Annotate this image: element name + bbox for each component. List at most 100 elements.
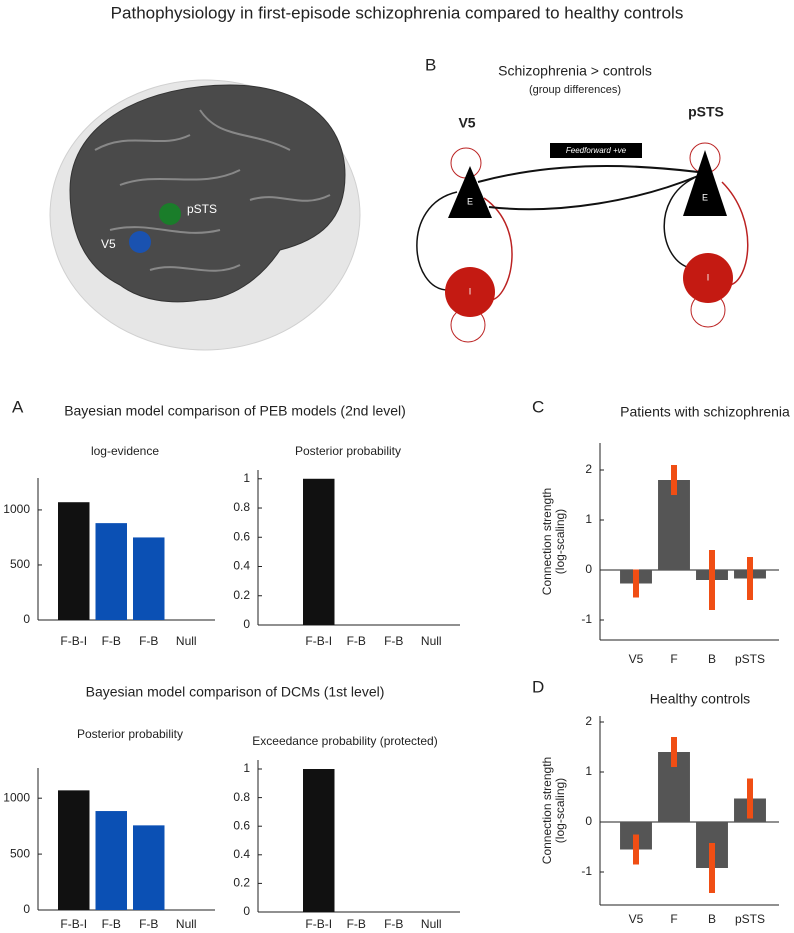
y-axis-label: (log-scaling) bbox=[553, 778, 567, 843]
panel-label: D bbox=[532, 677, 544, 696]
x-tick-label: B bbox=[708, 912, 716, 926]
y-tick-label: 0.6 bbox=[233, 818, 250, 832]
x-tick-label: V5 bbox=[629, 912, 644, 926]
excitatory-node bbox=[683, 150, 727, 216]
x-tick-label: F-B bbox=[384, 917, 403, 931]
x-tick-label: Null bbox=[421, 917, 442, 931]
x-tick-label: F-B bbox=[347, 917, 366, 931]
bar bbox=[133, 537, 165, 620]
x-tick-label: B bbox=[708, 652, 716, 666]
node-label: I bbox=[469, 286, 472, 296]
bar bbox=[58, 790, 90, 910]
section-title: Bayesian model comparison of DCMs (1st l… bbox=[86, 684, 385, 700]
y-tick-label: 0.8 bbox=[233, 790, 250, 804]
chart-title: Patients with schizophrenia bbox=[620, 404, 790, 420]
node-label: E bbox=[467, 196, 473, 206]
y-tick-label: 0.8 bbox=[233, 500, 250, 514]
node-label: I bbox=[707, 272, 710, 282]
y-tick-label: 0 bbox=[585, 562, 592, 576]
x-tick-label: F-B-I bbox=[305, 917, 332, 931]
connection bbox=[416, 191, 458, 291]
inhibitory-node bbox=[445, 267, 495, 317]
connection-label: Feedforward +ve bbox=[566, 146, 627, 155]
panel-label: B bbox=[425, 55, 436, 74]
y-tick-label: 1 bbox=[243, 471, 250, 485]
region-dot bbox=[129, 231, 151, 253]
region-label: V5 bbox=[101, 237, 116, 251]
bar bbox=[133, 825, 165, 910]
y-tick-label: 2 bbox=[585, 462, 592, 476]
node-region: pSTS bbox=[688, 104, 724, 120]
region-dot bbox=[159, 203, 181, 225]
x-tick-label: pSTS bbox=[735, 912, 765, 926]
y-tick-label: 0 bbox=[23, 612, 30, 626]
y-tick-label: 1000 bbox=[3, 790, 30, 804]
y-tick-label: -1 bbox=[581, 864, 592, 878]
inhibitory-node bbox=[683, 253, 733, 303]
connection bbox=[483, 197, 513, 301]
x-tick-label: F bbox=[670, 652, 677, 666]
x-tick-label: V5 bbox=[629, 652, 644, 666]
y-axis-label: Connection strength bbox=[540, 488, 554, 595]
bar bbox=[303, 478, 335, 625]
node-region: V5 bbox=[458, 115, 475, 131]
y-tick-label: 500 bbox=[10, 846, 30, 860]
x-tick-label: F-B bbox=[102, 634, 121, 648]
y-axis-label: (log-scaling) bbox=[553, 509, 567, 574]
chart-title: Exceedance probability (protected) bbox=[252, 734, 437, 748]
connection bbox=[663, 177, 695, 269]
bar bbox=[95, 523, 127, 620]
panel-label: A bbox=[12, 397, 24, 416]
x-tick-label: F-B bbox=[139, 634, 158, 648]
connection bbox=[488, 175, 699, 211]
x-tick-label: Null bbox=[176, 634, 197, 648]
y-tick-label: 1 bbox=[585, 512, 592, 526]
y-tick-label: 1 bbox=[243, 761, 250, 775]
self-loop bbox=[450, 147, 482, 179]
y-axis-label: Connection strength bbox=[540, 757, 554, 864]
y-tick-label: 0.2 bbox=[233, 876, 250, 890]
bar bbox=[58, 502, 90, 620]
y-tick-label: 1000 bbox=[3, 502, 30, 516]
chart-title: log-evidence bbox=[91, 444, 159, 458]
diagram-subtitle: (group differences) bbox=[529, 84, 621, 96]
chart-title: Posterior probability bbox=[295, 444, 401, 458]
node-label: E bbox=[702, 192, 708, 202]
x-tick-label: pSTS bbox=[735, 652, 765, 666]
chart-title: Healthy controls bbox=[650, 691, 750, 707]
y-tick-label: 0 bbox=[243, 904, 250, 918]
y-tick-label: 0.4 bbox=[233, 559, 250, 573]
y-tick-label: 2 bbox=[585, 714, 592, 728]
panel-label: C bbox=[532, 397, 544, 416]
figure-title: Pathophysiology in first-episode schizop… bbox=[111, 3, 684, 22]
connection bbox=[477, 165, 699, 183]
x-tick-label: Null bbox=[421, 634, 442, 648]
x-tick-label: F-B bbox=[384, 634, 403, 648]
bar bbox=[95, 811, 127, 910]
diagram: Schizophrenia > controls (group differen… bbox=[416, 63, 749, 343]
y-tick-label: -1 bbox=[581, 612, 592, 626]
brain: V5 pSTS bbox=[49, 79, 361, 351]
x-tick-label: F-B-I bbox=[305, 634, 332, 648]
x-tick-label: F-B bbox=[139, 917, 158, 931]
y-tick-label: 0 bbox=[23, 902, 30, 916]
y-tick-label: 0 bbox=[585, 814, 592, 828]
excitatory-node bbox=[448, 166, 492, 218]
y-tick-label: 0.2 bbox=[233, 588, 250, 602]
section-title: Bayesian model comparison of PEB models … bbox=[64, 403, 406, 419]
x-tick-label: F bbox=[670, 912, 677, 926]
y-tick-label: 0.6 bbox=[233, 529, 250, 543]
connection-label-box bbox=[550, 143, 642, 158]
x-tick-label: F-B bbox=[347, 634, 366, 648]
x-tick-label: F-B bbox=[102, 917, 121, 931]
y-tick-label: 0.4 bbox=[233, 847, 250, 861]
bar bbox=[303, 769, 335, 912]
sulci bbox=[94, 109, 331, 272]
x-tick-label: F-B-I bbox=[60, 917, 87, 931]
connection bbox=[721, 181, 749, 286]
y-tick-label: 0 bbox=[243, 617, 250, 631]
chart-title: Posterior probability bbox=[77, 727, 183, 741]
y-tick-label: 1 bbox=[585, 764, 592, 778]
diagram-title: Schizophrenia > controls bbox=[498, 63, 652, 79]
